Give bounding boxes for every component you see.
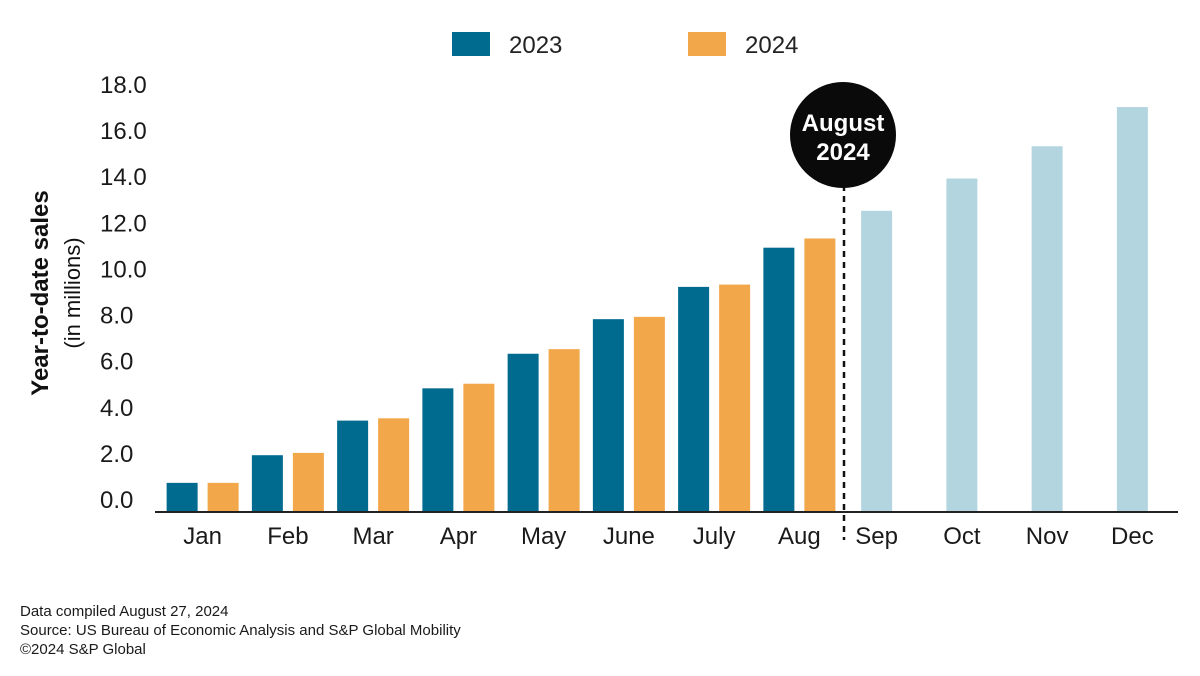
y-tick-label: 18.0 (100, 72, 147, 99)
y-tick-label: 6.0 (100, 349, 133, 376)
bar-2024-aug (804, 238, 836, 512)
footer-compiled-date: Data compiled August 27, 2024 (20, 603, 229, 620)
bar-2023-feb (251, 455, 283, 512)
legend-swatch-2023 (452, 32, 490, 56)
y-tick-label: 8.0 (100, 303, 133, 330)
bar-2023-mar (337, 420, 369, 512)
bar-2023-aug (763, 247, 795, 512)
y-axis-subtitle: (in millions) (60, 237, 85, 348)
legend: 2023 2024 (452, 32, 798, 59)
x-tick-label-sep: Sep (855, 523, 898, 550)
x-tick-label-nov: Nov (1026, 523, 1069, 550)
y-tick-label: 14.0 (100, 164, 147, 191)
bar-2024-may (548, 349, 580, 512)
x-tick-label-june: June (603, 523, 655, 550)
x-tick-label-feb: Feb (267, 523, 308, 550)
bar-2023-sep (861, 210, 893, 513)
y-tick-label: 4.0 (100, 395, 133, 422)
y-tick-label: 10.0 (100, 256, 147, 283)
legend-label-2024: 2024 (745, 32, 798, 59)
bar-2024-jan (207, 482, 239, 512)
bar-2024-apr (463, 383, 495, 512)
y-tick-label: 2.0 (100, 441, 133, 468)
marker-text-line2: 2024 (816, 139, 870, 166)
legend-swatch-2024 (688, 32, 726, 56)
bar-2023-jan (166, 482, 198, 512)
y-axis-label: Year-to-date sales (in millions) (27, 190, 85, 395)
y-tick-label: 16.0 (100, 118, 147, 145)
legend-label-2023: 2023 (509, 32, 562, 59)
x-tick-label-apr: Apr (440, 523, 477, 550)
y-tick-label: 12.0 (100, 210, 147, 237)
marker-text-line1: August (802, 110, 885, 137)
footer-notes: Data compiled August 27, 2024 Source: US… (20, 602, 461, 659)
bar-2023-july (678, 286, 710, 512)
bar-2024-june (633, 316, 665, 512)
x-tick-label-jan: Jan (183, 523, 222, 550)
bar-2023-nov (1031, 146, 1063, 512)
x-axis-labels: Jan Feb Mar Apr May June July Aug Sep Oct Nov Dec (183, 523, 1153, 550)
footer-copyright: ©2024 S&P Global (20, 641, 146, 658)
bar-2023-apr (422, 388, 454, 512)
y-axis-ticks: 0.0 2.0 4.0 6.0 8.0 10.0 12.0 14.0 16.0 18.0 (100, 72, 147, 514)
x-tick-label-aug: Aug (778, 523, 821, 550)
x-tick-label-may: May (521, 523, 566, 550)
y-axis-title: Year-to-date sales (27, 190, 54, 395)
august-2024-marker: August 2024 (790, 82, 896, 540)
x-tick-label-dec: Dec (1111, 523, 1154, 550)
x-tick-label-oct: Oct (943, 523, 981, 550)
y-tick-label: 0.0 (100, 487, 133, 514)
bar-2023-oct (946, 178, 978, 512)
footer-source: Source: US Bureau of Economic Analysis a… (20, 622, 461, 639)
bar-2024-july (719, 284, 751, 512)
x-tick-label-july: July (693, 523, 736, 550)
x-tick-label-mar: Mar (352, 523, 393, 550)
bar-2023-dec (1116, 107, 1148, 513)
chart: 2023 2024 Year-to-date sales (in million… (27, 32, 1178, 550)
bar-2024-mar (378, 418, 410, 512)
bars (166, 107, 1148, 513)
bar-2024-feb (292, 452, 324, 512)
bar-2023-may (507, 353, 539, 512)
bar-2023-june (592, 319, 624, 512)
marker-circle (790, 82, 896, 188)
